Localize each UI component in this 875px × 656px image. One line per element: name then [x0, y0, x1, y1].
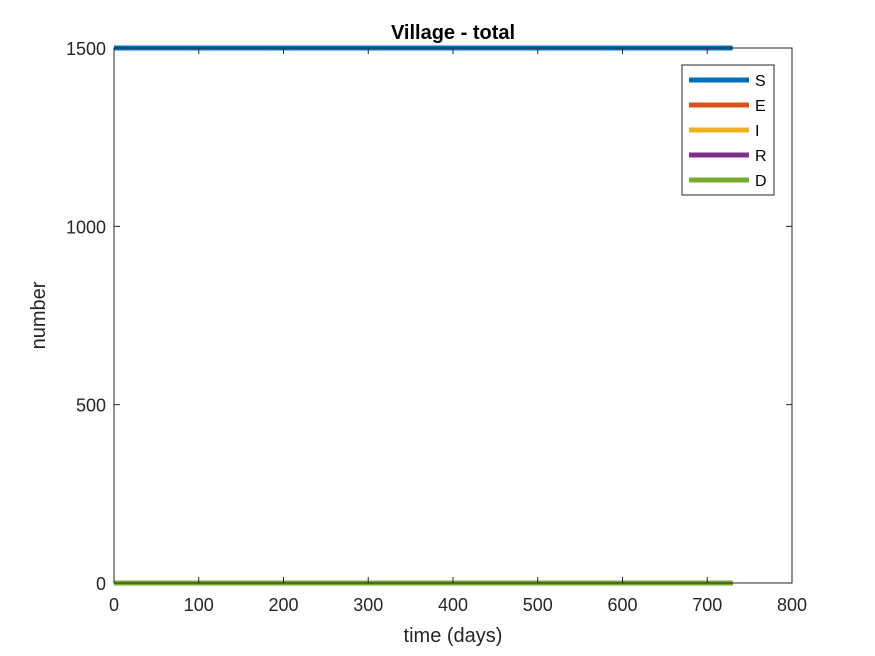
y-tick-label: 500	[76, 396, 106, 416]
legend-label-S: S	[755, 73, 766, 90]
y-axis: 0 500 1000 1500	[66, 39, 792, 594]
x-tick-label: 700	[692, 595, 722, 615]
x-tick-label: 600	[607, 595, 637, 615]
x-axis: 0 100 200 300 400 500 600 700 800	[109, 48, 807, 615]
y-tick-label: 0	[96, 574, 106, 594]
x-tick-label: 800	[777, 595, 807, 615]
legend-label-R: R	[755, 148, 767, 165]
plot-area	[114, 48, 792, 583]
x-tick-label: 200	[268, 595, 298, 615]
x-tick-label: 100	[184, 595, 214, 615]
x-axis-label: time (days)	[404, 625, 503, 647]
legend-label-E: E	[755, 98, 766, 115]
y-tick-label: 1500	[66, 39, 106, 59]
x-tick-label: 500	[523, 595, 553, 615]
x-tick-label: 300	[353, 595, 383, 615]
y-tick-label: 1000	[66, 217, 106, 237]
legend-label-I: I	[755, 123, 759, 140]
chart-title: Village - total	[391, 22, 515, 44]
x-tick-label: 0	[109, 595, 119, 615]
legend-label-D: D	[755, 173, 767, 190]
x-tick-label: 400	[438, 595, 468, 615]
y-axis-label: number	[28, 281, 50, 349]
